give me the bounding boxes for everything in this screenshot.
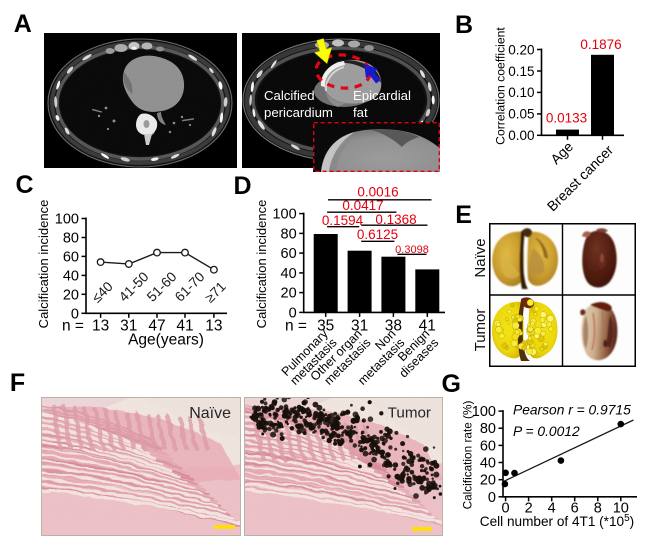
svg-text:Naïve: Naïve: [189, 405, 231, 422]
svg-text:Calcification incidence: Calcification incidence: [36, 200, 51, 329]
svg-text:0.0016: 0.0016: [357, 185, 398, 200]
svg-text:31: 31: [120, 318, 137, 335]
svg-text:100: 100: [472, 404, 496, 420]
svg-text:0: 0: [488, 490, 496, 506]
svg-text:0.10: 0.10: [508, 85, 534, 100]
svg-text:20: 20: [63, 287, 79, 303]
svg-text:47: 47: [148, 318, 165, 335]
svg-text:60: 60: [281, 246, 297, 262]
svg-text:2: 2: [525, 500, 533, 516]
svg-text:0: 0: [71, 306, 79, 322]
svg-text:40: 40: [281, 266, 297, 282]
svg-text:61-70: 61-70: [172, 269, 208, 305]
svg-text:0.6125: 0.6125: [357, 227, 398, 242]
svg-text:0.3098: 0.3098: [395, 244, 429, 256]
svg-text:Age: Age: [547, 138, 576, 167]
svg-text:0: 0: [502, 500, 510, 516]
svg-text:≥71: ≥71: [202, 279, 229, 306]
svg-text:80: 80: [281, 226, 297, 242]
svg-text:0: 0: [289, 305, 297, 321]
svg-text:0.05: 0.05: [508, 107, 534, 122]
svg-text:20: 20: [480, 473, 496, 489]
svg-text:0.15: 0.15: [508, 64, 534, 79]
svg-text:40: 40: [63, 268, 79, 284]
svg-text:n =: n =: [285, 318, 307, 335]
svg-text:0.1594: 0.1594: [322, 213, 364, 228]
svg-text:40: 40: [480, 456, 496, 472]
svg-text:Correlation coefficient: Correlation coefficient: [494, 27, 508, 145]
svg-text:0.0417: 0.0417: [342, 198, 383, 213]
svg-text:Cell number of 4T1 (*105): Cell number of 4T1 (*105): [480, 513, 634, 530]
svg-text:60: 60: [63, 249, 79, 265]
svg-text:13: 13: [92, 318, 109, 335]
svg-text:51-60: 51-60: [144, 269, 180, 305]
svg-text:100: 100: [272, 207, 296, 223]
svg-text:35: 35: [317, 318, 334, 335]
svg-text:20: 20: [281, 286, 297, 302]
svg-text:80: 80: [480, 421, 496, 437]
svg-text:6: 6: [571, 500, 579, 516]
svg-text:0.20: 0.20: [508, 42, 534, 57]
svg-text:10: 10: [613, 500, 629, 516]
svg-text:Calcification rate (%): Calcification rate (%): [461, 401, 475, 510]
svg-text:41-50: 41-50: [116, 269, 152, 305]
svg-text:4: 4: [548, 500, 556, 516]
svg-text:0.1876: 0.1876: [580, 37, 621, 52]
svg-text:≤40: ≤40: [89, 279, 116, 306]
svg-text:41: 41: [176, 318, 193, 335]
svg-text:Calcification incidence: Calcification incidence: [254, 200, 269, 329]
svg-text:8: 8: [594, 500, 602, 516]
svg-text:13: 13: [205, 318, 222, 335]
svg-text:Age(years): Age(years): [128, 332, 204, 349]
svg-text:60: 60: [480, 438, 496, 454]
svg-text:100: 100: [55, 212, 79, 228]
svg-text:38: 38: [385, 318, 402, 335]
svg-text:0.00: 0.00: [508, 128, 534, 143]
svg-text:n =: n =: [62, 318, 84, 335]
svg-text:31: 31: [351, 318, 368, 335]
svg-text:80: 80: [63, 230, 79, 246]
svg-text:P = 0.0012: P = 0.0012: [513, 424, 580, 439]
svg-text:0.1368: 0.1368: [375, 212, 416, 227]
svg-text:Pearson r = 0.9715: Pearson r = 0.9715: [513, 403, 631, 418]
svg-text:41: 41: [419, 318, 436, 335]
svg-text:0.0133: 0.0133: [546, 111, 587, 126]
svg-text:Tumor: Tumor: [388, 405, 431, 422]
